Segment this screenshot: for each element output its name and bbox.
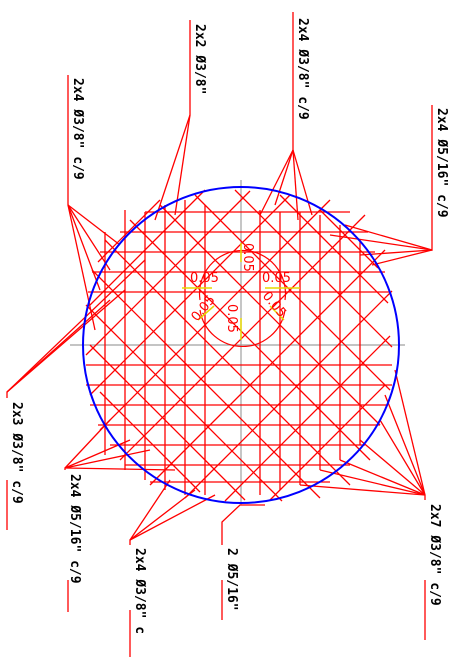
label-left-rebar: 2x4 Ø3/8" c/9 (70, 78, 85, 180)
label-bottom-rebar: 2x4 Ø3/8" c (132, 548, 147, 634)
rebar-diagonal-b (85, 189, 393, 502)
label-lower-left-rebar: 2x4 Ø5/16" c/9 (67, 474, 82, 584)
column-outline-circle (82, 186, 400, 504)
leader-lines (6, 12, 433, 657)
dim-label-center: 0.05 (224, 304, 239, 333)
label-bottom-right-rebar: 2x7 Ø3/8" c/9 (427, 504, 442, 606)
dim-label-top: 0.05 (240, 243, 255, 272)
label-top-right-rebar: 2x4 Ø3/8" c/9 (295, 18, 310, 120)
dim-label-left: 0.05 (190, 271, 219, 286)
label-top-2x2-rebar: 2x2 Ø3/8" (192, 24, 207, 94)
label-right-rebar: 2x4 Ø5/16" c/9 (434, 108, 449, 218)
rebar-diagonal-a (85, 189, 393, 502)
dim-label-right: 0.05 (262, 271, 291, 286)
dim-label-lower-left: 0.05 (189, 293, 219, 325)
inner-dimension-arcs (182, 243, 300, 347)
label-bottom-center-rebar: 2 Ø5/16" (224, 548, 239, 611)
label-2x3-rebar: 2x3 Ø3/8" c/9 (9, 402, 24, 504)
